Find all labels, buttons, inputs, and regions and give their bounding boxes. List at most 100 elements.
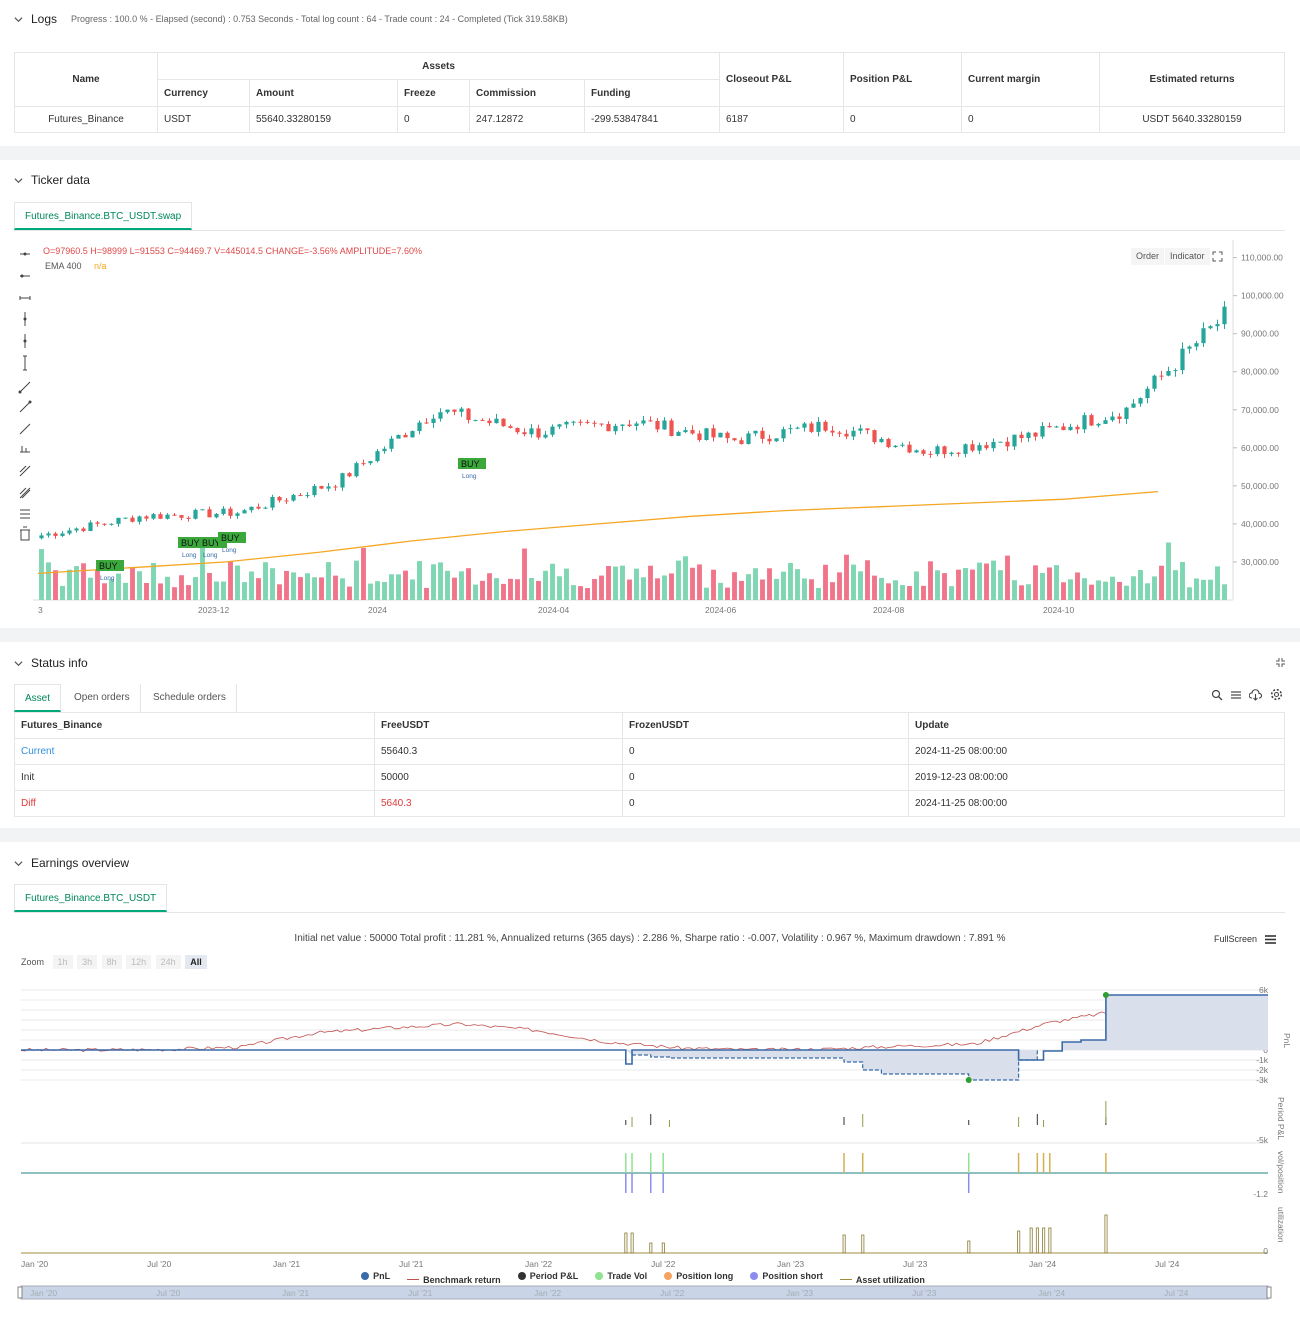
candle-body: [704, 428, 709, 440]
zoom-8h[interactable]: 8h: [101, 955, 122, 969]
chevron-down-icon[interactable]: [14, 15, 23, 24]
volume-bar: [970, 569, 975, 600]
volume-bar: [1033, 565, 1038, 600]
zoom-3h[interactable]: 3h: [77, 955, 98, 969]
volume-bar: [235, 565, 240, 600]
candle-body: [690, 430, 695, 434]
zoom-12h[interactable]: 12h: [126, 955, 152, 969]
col-free-usdt: FreeUSDT: [374, 712, 623, 739]
legend-position-short[interactable]: Position short: [750, 1271, 823, 1281]
volume-bar: [858, 571, 863, 600]
volume-bar: [704, 587, 709, 600]
divider: [14, 230, 1285, 231]
table-row: Current 55640.3 0 2024-11-25 08:00:00: [14, 738, 1285, 765]
collapse-icon[interactable]: [1275, 657, 1286, 668]
candle-body: [1019, 434, 1024, 439]
volume-bar: [991, 560, 996, 600]
volume-bar: [480, 580, 485, 600]
volume-bar: [473, 584, 478, 600]
cell: 247.12872: [469, 106, 585, 133]
indicator-button[interactable]: Indicator: [1165, 248, 1210, 265]
volume-bar: [354, 560, 359, 600]
candle-body: [403, 434, 408, 438]
download-cloud-icon[interactable]: [1249, 689, 1262, 701]
expand-icon[interactable]: [1212, 251, 1223, 262]
candle-body: [473, 419, 478, 421]
col-funding: Funding: [584, 79, 720, 107]
tab-asset[interactable]: Asset: [14, 684, 62, 712]
buy-marker: [218, 532, 246, 543]
list-icon[interactable]: [1230, 689, 1242, 701]
legend-line-icon: [407, 1279, 420, 1280]
status-header[interactable]: Status info: [14, 656, 88, 670]
zoom-1h[interactable]: 1h: [52, 955, 73, 969]
drawing-tools-icons[interactable]: [17, 246, 33, 546]
legend-trade-vol[interactable]: Trade Vol: [595, 1271, 647, 1281]
legend-period-pnl[interactable]: Period P&L: [517, 1271, 578, 1281]
legend-asset-utilization[interactable]: Asset utilization: [839, 1275, 925, 1285]
earnings-header[interactable]: Earnings overview: [14, 856, 129, 870]
tab-earnings-symbol[interactable]: Futures_Binance.BTC_USDT: [14, 884, 168, 912]
candle-body: [228, 508, 233, 516]
candle-body: [347, 473, 352, 477]
volume-bar: [914, 571, 919, 600]
volume-bar: [53, 570, 58, 600]
candle-body: [543, 434, 548, 438]
tab-ticker-symbol[interactable]: Futures_Binance.BTC_USDT.swap: [14, 202, 193, 230]
menu-icon[interactable]: [1264, 934, 1277, 945]
volume-bar: [39, 549, 44, 600]
chevron-down-icon[interactable]: [14, 659, 23, 668]
candle-body: [942, 446, 947, 455]
volume-bar: [501, 583, 506, 600]
candle-body: [291, 495, 296, 501]
volume-bar: [613, 566, 618, 600]
candle-body: [277, 496, 282, 501]
volume-bar: [1159, 565, 1164, 600]
order-button[interactable]: Order: [1131, 248, 1165, 265]
candlestick-chart[interactable]: 110,000.00 100,000.00 90,000.00 80,000.00 70…: [33, 240, 1286, 620]
buy-label: BUY: [202, 538, 221, 548]
zoom-all[interactable]: All: [185, 955, 207, 969]
legend-pnl[interactable]: PnL: [361, 1271, 390, 1281]
candle-body: [571, 421, 576, 423]
candle-body: [186, 517, 191, 519]
volume-bar: [788, 562, 793, 600]
tab-open-orders[interactable]: Open orders: [64, 684, 141, 712]
candle-body: [865, 428, 870, 431]
chevron-down-icon[interactable]: [14, 859, 23, 868]
cell: 5640.3: [374, 790, 623, 817]
candle-body: [858, 428, 863, 431]
candle-body: [298, 495, 303, 497]
fullscreen-button[interactable]: FullScreen: [1214, 934, 1258, 944]
candle-body: [606, 424, 611, 432]
search-icon[interactable]: [1211, 689, 1223, 701]
candle-body: [319, 486, 324, 489]
volume-bar: [214, 581, 219, 600]
buy-label: BUY: [221, 533, 240, 543]
candle-body: [739, 440, 744, 445]
tab-schedule-orders[interactable]: Schedule orders: [143, 684, 237, 712]
x-tick-label: Jul '23: [903, 1259, 928, 1269]
volume-bar: [732, 572, 737, 600]
y-tick-label: 6k: [1259, 985, 1269, 995]
ticker-header[interactable]: Ticker data: [14, 173, 90, 187]
candle-body: [95, 522, 100, 524]
volume-bar: [130, 567, 135, 600]
candle-body: [788, 428, 793, 430]
candle-body: [879, 438, 884, 443]
chevron-down-icon[interactable]: [14, 176, 23, 185]
candle-body: [193, 509, 198, 519]
logs-header[interactable]: Logs Progress : 100.0 % - Elapsed (secon…: [14, 12, 568, 26]
gear-icon[interactable]: [1270, 688, 1283, 701]
zoom-24h[interactable]: 24h: [155, 955, 181, 969]
candle-body: [242, 510, 247, 514]
candle-body: [522, 432, 527, 435]
utilization-bar: [649, 1242, 653, 1254]
legend-position-long[interactable]: Position long: [664, 1271, 733, 1281]
volume-bar: [592, 579, 597, 600]
col-current-margin: Current margin: [961, 52, 1100, 107]
candle-body: [270, 496, 275, 508]
legend-benchmark[interactable]: Benchmark return: [407, 1275, 501, 1285]
cell: 0: [622, 738, 909, 765]
